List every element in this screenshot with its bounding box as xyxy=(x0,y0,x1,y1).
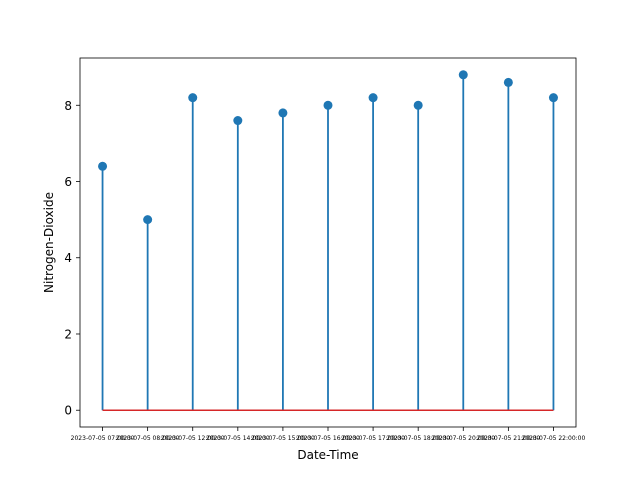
stem-marker xyxy=(188,93,198,103)
stem-marker xyxy=(548,93,558,103)
x-tick-label: 2023-07-05 15:00:00 xyxy=(251,435,315,442)
y-tick-label: 0 xyxy=(64,404,72,418)
stem-marker xyxy=(323,100,333,110)
stem-marker xyxy=(368,93,378,103)
stem-marker xyxy=(143,215,153,225)
stem-marker xyxy=(413,100,423,110)
x-axis-label: Date-Time xyxy=(297,448,358,462)
y-tick-label: 2 xyxy=(64,327,72,341)
x-tick-label: 2023-07-05 17:00:00 xyxy=(341,435,405,442)
stem-marker xyxy=(98,161,108,171)
y-tick-label: 8 xyxy=(64,99,72,113)
x-tick-label: 2023-07-05 16:00:00 xyxy=(296,435,360,442)
x-tick-label: 2023-07-05 22:00:00 xyxy=(522,435,586,442)
x-tick-label: 2023-07-05 18:00:00 xyxy=(386,435,450,442)
x-tick-label: 2023-07-05 14:00:00 xyxy=(206,435,270,442)
stem-marker xyxy=(503,77,513,87)
stem-marker xyxy=(458,70,468,80)
y-tick-label: 6 xyxy=(64,175,72,189)
stem-marker xyxy=(233,116,243,126)
stem-lines xyxy=(101,74,555,411)
x-tick-label: 2023-07-05 12:00:00 xyxy=(161,435,225,442)
y-tick-label: 4 xyxy=(64,251,72,265)
x-tick-label: 2023-07-05 21:00:00 xyxy=(476,435,540,442)
y-axis-ticks: 0 2 4 6 8 xyxy=(64,99,80,418)
y-axis-label: Nitrogen-Dioxide xyxy=(42,192,56,293)
stem-markers xyxy=(98,70,558,225)
stem-marker xyxy=(278,108,288,118)
x-tick-label: 2023-07-05 08:00:00 xyxy=(116,435,180,442)
x-tick-label: 2023-07-05 07:00:00 xyxy=(71,435,135,442)
x-tick-label: 2023-07-05 20:00:00 xyxy=(431,435,495,442)
